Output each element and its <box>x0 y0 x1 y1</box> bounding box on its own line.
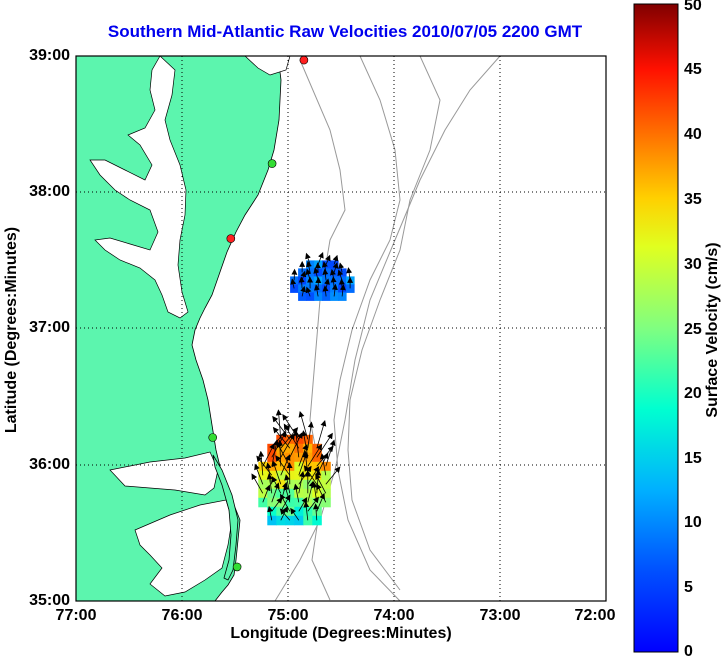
velocity-cell <box>330 260 339 269</box>
y-tick-2: 38:00 <box>0 183 70 201</box>
radar-station-marker <box>300 56 308 64</box>
colorbar-tick-40: 40 <box>684 126 702 144</box>
radar-station-marker <box>209 434 217 442</box>
velocity-cell <box>338 276 347 285</box>
velocity-cell <box>285 489 295 499</box>
x-tick-5: 73:00 <box>480 607 521 625</box>
velocity-cell <box>322 276 331 285</box>
velocity-cell <box>267 516 277 526</box>
velocity-cell <box>303 516 313 526</box>
velocity-cell <box>303 498 313 508</box>
velocity-cell <box>290 284 299 293</box>
y-axis-label: Latitude (Degrees:Minutes) <box>3 227 21 433</box>
colorbar <box>634 4 678 652</box>
velocity-cell <box>294 507 304 517</box>
velocity-cell <box>303 507 313 517</box>
velocity-cell <box>267 489 277 499</box>
colorbar-tick-0: 0 <box>684 643 693 661</box>
velocity-cell <box>276 516 286 526</box>
colorbar-tick-45: 45 <box>684 61 702 79</box>
colorbar-tick-50: 50 <box>684 0 702 15</box>
velocity-cell <box>321 498 331 508</box>
x-tick-4: 74:00 <box>374 607 415 625</box>
colorbar-tick-5: 5 <box>684 579 693 597</box>
colorbar-tick-20: 20 <box>684 385 702 403</box>
y-tick-1: 39:00 <box>0 47 70 65</box>
y-tick-4: 36:00 <box>0 456 70 474</box>
colorbar-tick-15: 15 <box>684 450 702 468</box>
x-axis-label: Longitude (Degrees:Minutes) <box>76 625 606 643</box>
velocity-cell <box>294 462 304 472</box>
velocity-cell <box>330 276 339 285</box>
velocity-cell <box>258 462 268 472</box>
y-tick-5: 35:00 <box>0 592 70 610</box>
velocity-arrow <box>294 270 295 281</box>
colorbar-tick-30: 30 <box>684 256 702 274</box>
velocity-cell <box>258 498 268 508</box>
velocity-cell <box>321 471 331 481</box>
x-tick-6: 72:00 <box>575 607 616 625</box>
velocity-cell <box>312 516 322 526</box>
velocity-cell <box>294 516 304 526</box>
velocity-cell <box>330 268 339 277</box>
radar-station-marker <box>268 160 276 168</box>
velocity-cell <box>267 471 277 481</box>
velocity-cell <box>276 453 286 463</box>
x-tick-3: 75:00 <box>268 607 309 625</box>
x-tick-2: 76:00 <box>162 607 203 625</box>
velocity-cell <box>314 292 323 301</box>
radar-station-marker <box>227 235 235 243</box>
velocity-cell <box>285 462 295 472</box>
colorbar-tick-35: 35 <box>684 191 702 209</box>
velocity-cell <box>298 284 307 293</box>
velocity-cell <box>285 444 295 454</box>
velocity-cell <box>298 276 307 285</box>
radar-station-marker <box>233 563 241 571</box>
velocity-cell <box>267 507 277 517</box>
velocity-cell <box>312 507 322 517</box>
velocity-cell <box>276 507 286 517</box>
colorbar-tick-10: 10 <box>684 514 702 532</box>
velocity-cell <box>322 292 331 301</box>
velocity-cell <box>306 292 315 301</box>
velocity-cell <box>306 260 315 269</box>
velocity-cell <box>314 260 323 269</box>
colorbar-tick-25: 25 <box>684 321 702 339</box>
colorbar-label: Surface Velocity (cm/s) <box>704 242 722 417</box>
velocity-cell <box>322 260 331 269</box>
velocity-cell <box>322 268 331 277</box>
